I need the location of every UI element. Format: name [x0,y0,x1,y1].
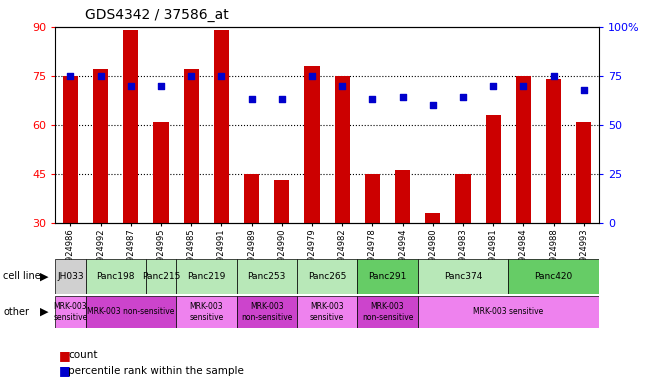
Point [277,96,287,103]
Text: ▶: ▶ [40,307,49,317]
Bar [297,296,357,328]
Text: Panc253: Panc253 [247,272,286,281]
Text: MRK-003
sensitive: MRK-003 sensitive [189,302,223,322]
Text: MRK-003
sensitive: MRK-003 sensitive [53,302,88,322]
Point [216,73,227,79]
Text: GDS4342 / 37586_at: GDS4342 / 37586_at [85,8,229,22]
Text: Panc265: Panc265 [308,272,346,281]
Point [65,73,76,79]
Text: JH033: JH033 [57,272,84,281]
Bar [176,296,236,328]
Text: Panc374: Panc374 [444,272,482,281]
Bar [55,259,85,294]
Point [247,96,257,103]
Bar [85,296,176,328]
Point [337,83,348,89]
Point [126,83,136,89]
Bar [335,76,350,223]
Bar [546,79,561,223]
Bar [508,259,599,294]
Point [428,102,438,108]
Bar [274,180,290,223]
Bar [486,115,501,223]
Point [488,83,499,89]
Text: Panc215: Panc215 [142,272,180,281]
Bar [63,76,78,223]
Point [156,83,166,89]
Text: ■: ■ [59,349,70,362]
Text: MRK-003
sensitive: MRK-003 sensitive [310,302,344,322]
Point [186,73,197,79]
Bar [576,122,591,223]
Text: ■: ■ [59,364,70,377]
Text: Panc198: Panc198 [96,272,135,281]
Bar [357,296,418,328]
Point [96,73,106,79]
Text: ▶: ▶ [40,271,49,281]
Bar [236,296,297,328]
Bar [55,296,85,328]
Point [458,94,468,101]
Point [397,94,408,101]
Point [518,83,529,89]
Bar [456,174,471,223]
Bar [244,174,259,223]
Text: Panc420: Panc420 [534,272,573,281]
Bar [395,170,410,223]
Text: Panc219: Panc219 [187,272,225,281]
Bar [516,76,531,223]
Bar [418,296,599,328]
Bar [154,122,169,223]
Bar [357,259,418,294]
Bar [297,259,357,294]
Text: other: other [3,307,29,317]
Point [579,86,589,93]
Point [307,73,317,79]
Bar [236,259,297,294]
Point [548,73,559,79]
Text: count: count [68,350,98,360]
Bar [305,66,320,223]
Text: MRK-003
non-sensitive: MRK-003 non-sensitive [362,302,413,322]
Bar [93,70,108,223]
Bar [123,30,139,223]
Bar [418,259,508,294]
Text: Panc291: Panc291 [368,272,407,281]
Bar [365,174,380,223]
Bar [176,259,236,294]
Point [367,96,378,103]
Text: cell line: cell line [3,271,41,281]
Bar [425,213,440,223]
Text: MRK-003
non-sensitive: MRK-003 non-sensitive [241,302,292,322]
Text: MRK-003 non-sensitive: MRK-003 non-sensitive [87,308,174,316]
Text: MRK-003 sensitive: MRK-003 sensitive [473,308,544,316]
Text: percentile rank within the sample: percentile rank within the sample [68,366,244,376]
Bar [85,259,146,294]
Bar [146,259,176,294]
Bar [184,70,199,223]
Bar [214,30,229,223]
